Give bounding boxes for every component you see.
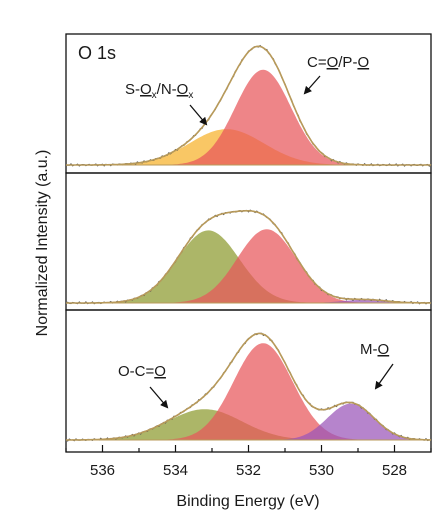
- panel-top: [65, 33, 432, 174]
- component-peak-c_o_p_o: [66, 229, 431, 303]
- o-c-o-arrow: [149, 386, 169, 409]
- panel-top-fills: [66, 69, 431, 165]
- panel-middle: [65, 172, 432, 311]
- x-tick-label: 530: [309, 462, 334, 479]
- m-o-label: M-O: [360, 341, 389, 358]
- x-tick-label: 536: [90, 462, 115, 479]
- x-axis-ticks: 536 534 532 530 528: [65, 445, 432, 479]
- x-tick-label: 534: [163, 462, 188, 479]
- panel-bottom-lines: [65, 332, 432, 442]
- component-peak-m_o: [66, 403, 431, 440]
- x-axis-title: Binding Energy (eV): [176, 493, 319, 510]
- o-c-o-label: O-C=O: [118, 363, 166, 380]
- s-ox-n-ox-label: S-Ox/N-Ox: [125, 81, 193, 101]
- y-axis-title: Normalized Intensity (a.u.): [34, 150, 51, 337]
- component-peak-c_o_p_o: [66, 69, 431, 165]
- c-o-p-o-arrow: [303, 75, 321, 95]
- panel-middle-fills: [66, 229, 431, 303]
- s-ox-n-ox-arrow: [189, 104, 208, 126]
- panel-middle-lines: [65, 209, 432, 305]
- component-peak-c_o_p_o: [66, 343, 431, 440]
- fit-envelope-line: [66, 332, 431, 441]
- panel-bottom: [65, 309, 432, 453]
- c-o-p-o-label: C=O/P-O: [307, 54, 369, 71]
- fit-envelope-line: [66, 210, 431, 304]
- m-o-arrow: [374, 363, 394, 390]
- panel-title: O 1s: [78, 43, 116, 63]
- x-tick-label: 528: [382, 462, 407, 479]
- x-tick-label: 532: [236, 462, 261, 479]
- component-peak-m_o: [66, 299, 431, 303]
- panel-top-lines: [65, 44, 432, 167]
- panel-bottom-fills: [66, 343, 431, 440]
